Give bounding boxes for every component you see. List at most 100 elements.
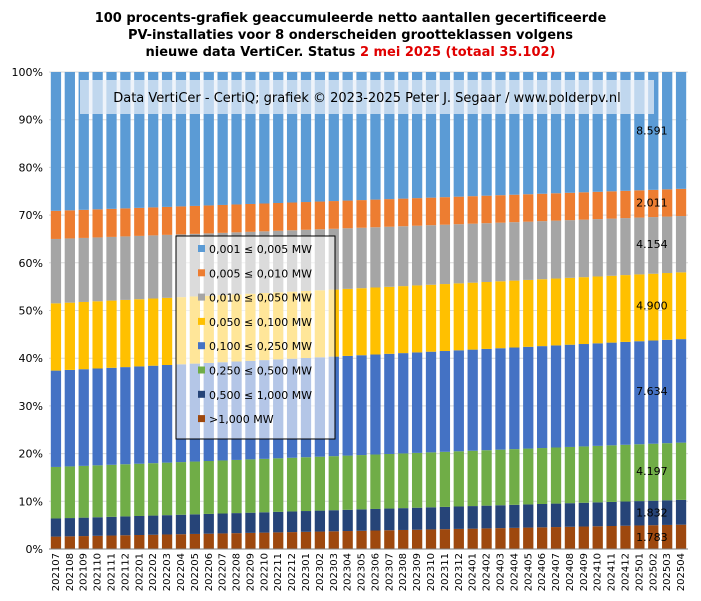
x-tick-label: 202304 — [343, 553, 354, 591]
bar-segment — [203, 513, 214, 534]
bar-segment — [648, 72, 659, 190]
bar-segment — [342, 72, 353, 201]
bar-segment — [259, 72, 270, 204]
bar-segment — [606, 525, 617, 549]
bar-segment — [411, 198, 423, 226]
bar-segment — [300, 72, 312, 203]
last-bar-value-label: 1.783 — [636, 531, 668, 544]
bar-segment — [259, 458, 270, 513]
bar-segment — [425, 225, 437, 285]
x-tick-label: 202110 — [93, 553, 104, 591]
bar-segment — [64, 238, 75, 303]
bar-segment — [370, 454, 381, 509]
bar-segment — [550, 345, 562, 448]
bar-segment — [537, 279, 548, 347]
bar-segment — [189, 205, 200, 234]
bar-segment — [675, 442, 687, 500]
bar-segment — [370, 72, 381, 200]
last-bar-value-label: 8.591 — [636, 124, 668, 137]
bar-segment — [564, 446, 576, 504]
bar-segment — [620, 341, 631, 445]
bar-segment — [509, 527, 520, 549]
bar-segment — [398, 286, 409, 354]
bar-segment — [189, 72, 200, 206]
bar-segment — [425, 529, 437, 549]
bar-segment — [550, 447, 562, 504]
bar-segment — [189, 533, 200, 549]
x-tick-label: 202112 — [120, 553, 131, 591]
bar-segment — [300, 202, 312, 230]
bar-segment — [78, 517, 89, 537]
bar-segment — [523, 346, 534, 449]
x-tick-label: 202206 — [204, 553, 215, 591]
bar-segment — [64, 536, 75, 549]
bar-segment — [259, 203, 270, 232]
bar-segment — [425, 351, 437, 453]
bar-segment — [411, 72, 423, 199]
bar-segment — [106, 464, 117, 517]
x-tick-label: 202201 — [134, 553, 145, 591]
bar-segment — [453, 451, 464, 507]
bar-segment — [481, 450, 492, 506]
x-tick-label: 202108 — [65, 553, 76, 591]
bar-segment — [370, 227, 381, 288]
bar-segment — [106, 300, 117, 368]
bar-segment — [50, 370, 62, 467]
bar-segment — [467, 506, 478, 529]
bar-segment — [453, 196, 464, 225]
bar-segment — [648, 189, 659, 218]
bar-segment — [328, 72, 339, 202]
bar-segment — [120, 516, 131, 536]
bar-segment — [453, 224, 464, 284]
bar-segment — [467, 450, 478, 507]
legend-swatch — [198, 415, 205, 423]
bar-segment — [203, 461, 214, 514]
bar-segment — [509, 194, 520, 223]
bar-segment — [425, 452, 437, 508]
bar-segment — [231, 459, 242, 514]
bar-segment — [467, 528, 478, 549]
bar-segment — [370, 287, 381, 355]
bar-segment — [50, 72, 62, 211]
bar-segment — [259, 532, 270, 549]
bar-segment — [78, 465, 89, 518]
x-tick-label: 202406 — [537, 553, 548, 591]
bar-segment — [509, 280, 520, 348]
x-tick-label: 202504 — [676, 553, 687, 591]
bar-segment — [495, 505, 506, 529]
bar-segment — [50, 303, 62, 371]
bar-segment — [356, 72, 367, 201]
x-tick-label: 202410 — [593, 553, 604, 591]
x-tick-label: 202411 — [607, 553, 618, 591]
bar-segment — [384, 453, 395, 509]
bar-segment — [481, 281, 492, 349]
bar-segment — [92, 209, 103, 238]
bar-segment — [481, 72, 492, 196]
x-tick-label: 202310 — [426, 553, 437, 591]
x-tick-label: 202311 — [440, 553, 451, 591]
bar-segment — [523, 504, 534, 528]
bar-segment — [634, 525, 645, 549]
bar-segment — [662, 216, 673, 274]
bar-segment — [203, 205, 214, 234]
bar-segment — [148, 534, 159, 549]
bar-segment — [523, 448, 534, 505]
bar-segment — [106, 535, 117, 549]
bar-segment — [634, 341, 645, 445]
bar-segment — [273, 72, 284, 204]
bar-segment — [564, 192, 576, 221]
bar-segment — [481, 528, 492, 549]
bar-segment — [411, 352, 423, 453]
bar-segment — [425, 72, 437, 198]
bar-segment — [231, 204, 242, 233]
bar-segment — [523, 72, 534, 195]
bar-segment — [550, 193, 562, 221]
bar-segment — [64, 210, 75, 239]
bar-segment — [245, 72, 256, 204]
bar-segment — [314, 510, 326, 532]
title-line-3: nieuwe data VertiCer. Status 2 mei 2025 … — [0, 44, 701, 61]
bar-segment — [453, 72, 464, 197]
bar-segment — [50, 466, 62, 519]
bar-segment — [509, 504, 520, 528]
legend-entry-label: 0,100 ≤ 0,250 MW — [209, 340, 312, 353]
